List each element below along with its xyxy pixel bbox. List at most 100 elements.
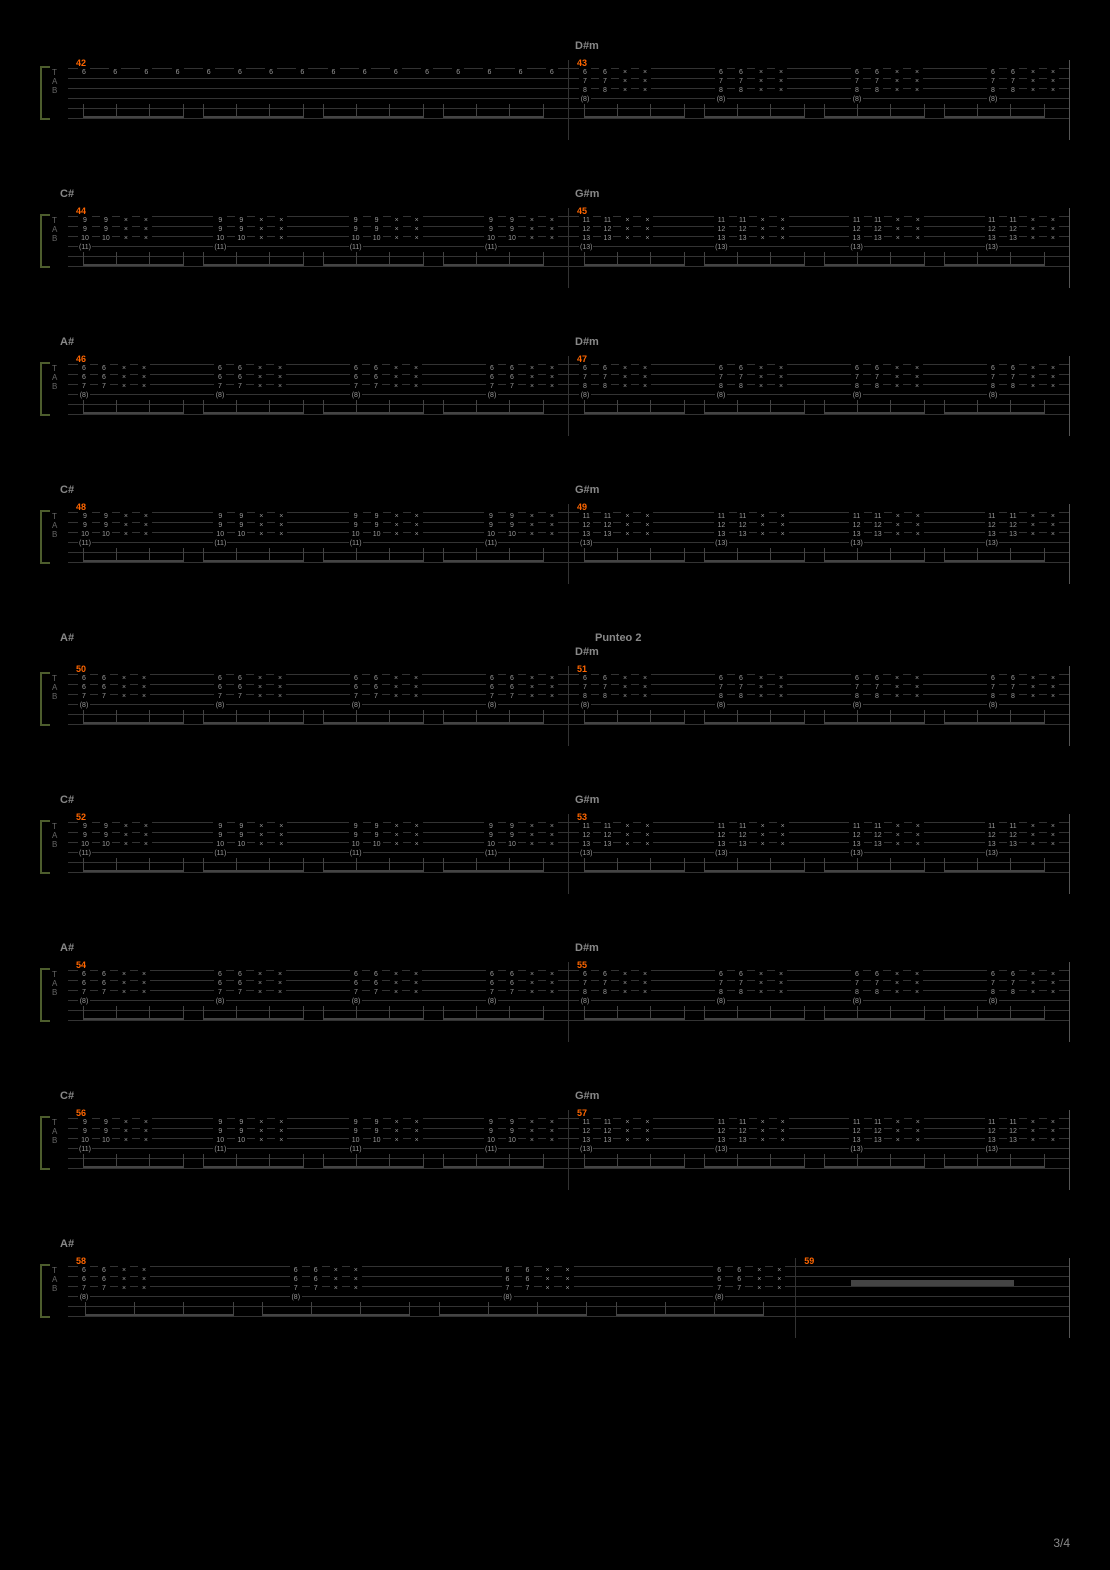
fret-stack: 678(8): [715, 364, 727, 400]
fret-stack: 678(8): [987, 68, 999, 104]
fret-stack: 9910(11): [213, 1118, 227, 1154]
fret-stack: ×××: [138, 970, 150, 1006]
fret-stack: ×××: [1027, 674, 1039, 710]
fret-stack: 678(8): [715, 970, 727, 1006]
fret-stack: 111213(13): [714, 822, 728, 858]
fret-stack: 111213: [601, 216, 613, 252]
fret-stack: ×××: [542, 1266, 554, 1302]
chord-label: C#: [40, 794, 555, 808]
fret-stack: ×××: [1047, 674, 1059, 710]
section-label: Punteo 2: [575, 632, 1070, 644]
measure-number: 48: [76, 502, 86, 512]
fret-stack: ×××: [753, 1266, 765, 1302]
measure: 449910(11)9910××××××9910(11)9910××××××99…: [68, 208, 569, 288]
fret-stack: 9910(11): [484, 512, 498, 548]
fret-stack: ×××: [912, 216, 924, 252]
fret-stack: 667: [370, 970, 382, 1006]
fret-stack: 9910(11): [484, 822, 498, 858]
fret-stack: ×××: [330, 1266, 342, 1302]
staff-bracket: [40, 968, 50, 1022]
fret-stack: 667: [98, 1266, 110, 1302]
fret-stack: ×××: [755, 674, 767, 710]
fret-stack: 667: [522, 1266, 534, 1302]
measure-number: 43: [577, 58, 587, 68]
fret-stack: ×××: [526, 970, 538, 1006]
fret-stack: 678(8): [851, 68, 863, 104]
fret-stack: 678: [871, 970, 883, 1006]
fret-stack: ×××: [391, 512, 403, 548]
fret-stack: ×××: [546, 216, 558, 252]
fret-stack: ×××: [255, 1118, 267, 1154]
staff-bracket: [40, 1116, 50, 1170]
fret-stack: ×××: [775, 674, 787, 710]
fret-stack: ×××: [390, 970, 402, 1006]
fret-stack: ×××: [410, 970, 422, 1006]
fret-stack: 678: [1007, 674, 1019, 710]
tab-system: D#mTAB42666666666666666643678(8)678×××××…: [40, 40, 1070, 140]
chord-label: [555, 1238, 1070, 1252]
fret-stack: ×××: [120, 216, 132, 252]
fret-stack: ×××: [1047, 68, 1059, 104]
fret-stack: 667(8): [713, 1266, 725, 1302]
fret-stack: ×××: [275, 1118, 287, 1154]
tab-clef: TAB: [52, 208, 68, 288]
tab-system: C#G#mTAB489910(11)9910××××××9910(11)9910…: [40, 484, 1070, 584]
fret-stack: ×××: [391, 822, 403, 858]
chord-label: C#: [40, 1090, 555, 1104]
fret-stack: ×××: [120, 822, 132, 858]
fret-stack: 9910: [506, 512, 518, 548]
fret-stack: 111213: [1007, 822, 1019, 858]
multi-rest: [851, 1280, 1015, 1286]
fret-stack: ×××: [619, 970, 631, 1006]
chord-label: C#: [40, 484, 555, 498]
fret-stack: 667(8): [78, 970, 90, 1006]
fret-stack: ×××: [255, 512, 267, 548]
fret-stack: 111213: [601, 1118, 613, 1154]
fret-stack: 9910(11): [213, 216, 227, 252]
fret-stack: 111213: [737, 216, 749, 252]
fret-number: 6: [359, 68, 371, 77]
fret-stack: 111213(13): [985, 1118, 999, 1154]
fret-stack: ×××: [140, 822, 152, 858]
fret-stack: ×××: [621, 1118, 633, 1154]
fret-stack: 9910: [371, 822, 383, 858]
fret-stack: ×××: [254, 970, 266, 1006]
fret-stack: 667: [733, 1266, 745, 1302]
fret-stack: ×××: [911, 674, 923, 710]
fret-stack: 111213(13): [985, 822, 999, 858]
fret-stack: ×××: [621, 822, 633, 858]
chord-label: A#: [40, 632, 555, 660]
fret-stack: 667(8): [78, 1266, 90, 1302]
fret-stack: 9910(11): [78, 512, 92, 548]
fret-stack: 9910: [506, 216, 518, 252]
fret-stack: 9910: [235, 512, 247, 548]
fret-stack: 667: [234, 674, 246, 710]
fret-stack: 678: [735, 970, 747, 1006]
fret-stack: 9910(11): [349, 512, 363, 548]
fret-stack: 9910: [235, 216, 247, 252]
fret-stack: ×××: [1027, 364, 1039, 400]
fret-stack: 9910: [235, 1118, 247, 1154]
fret-stack: ×××: [639, 674, 651, 710]
fret-number: 6: [203, 68, 215, 77]
fret-number: 6: [328, 68, 340, 77]
fret-stack: ×××: [254, 364, 266, 400]
fret-stack: 111213(13): [714, 216, 728, 252]
fret-stack: 678: [735, 364, 747, 400]
fret-number: 6: [265, 68, 277, 77]
fret-stack: 111213(13): [714, 512, 728, 548]
fret-stack: 667: [98, 674, 110, 710]
fret-stack: 9910: [100, 822, 112, 858]
fret-stack: 111213: [872, 822, 884, 858]
fret-stack: ×××: [757, 216, 769, 252]
measure: 57111213(13)111213××××××111213(13)111213…: [569, 1110, 1070, 1190]
fret-stack: 678(8): [579, 364, 591, 400]
fret-stack: 9910: [506, 822, 518, 858]
fret-stack: 111213(13): [579, 512, 593, 548]
measure: 45111213(13)111213××××××111213(13)111213…: [569, 208, 1070, 288]
fret-stack: 667(8): [486, 674, 498, 710]
fret-stack: ×××: [138, 364, 150, 400]
fret-stack: 667(8): [214, 364, 226, 400]
fret-stack: ×××: [777, 216, 789, 252]
fret-stack: ×××: [619, 674, 631, 710]
